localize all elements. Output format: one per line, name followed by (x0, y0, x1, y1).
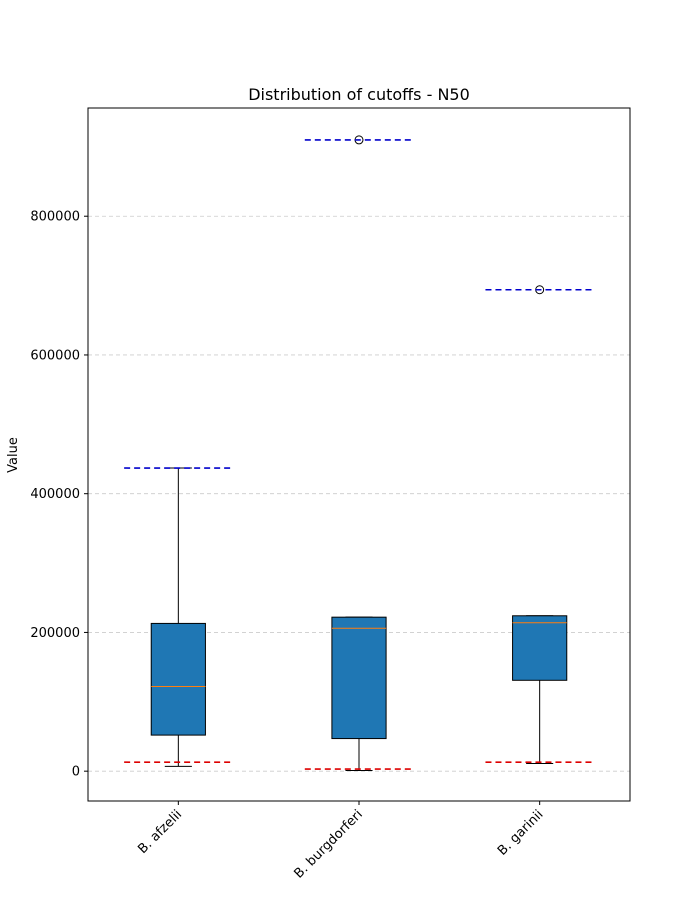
plot-frame (87, 107, 631, 802)
plot-area (124, 135, 594, 771)
y-tick-label: 0 (72, 765, 80, 780)
box (150, 622, 206, 736)
chart-title: Distribution of cutoffs - N50 (248, 85, 470, 104)
y-tick-label: 200000 (30, 626, 80, 641)
box (512, 615, 568, 681)
x-tick-label: B. afzelii (135, 807, 185, 857)
x-tick-label: B. burgdorferi (291, 807, 365, 881)
y-axis-label: Value (6, 437, 21, 473)
x-tick-label: B. garinii (495, 807, 546, 858)
y-tick-label: 600000 (30, 348, 80, 363)
y-tick-label: 800000 (30, 210, 80, 225)
y-tick-label: 400000 (30, 487, 80, 502)
box (331, 616, 387, 740)
axes: 0 200000 400000 600000 800000 B. afzelii B. bu… (30, 107, 631, 882)
